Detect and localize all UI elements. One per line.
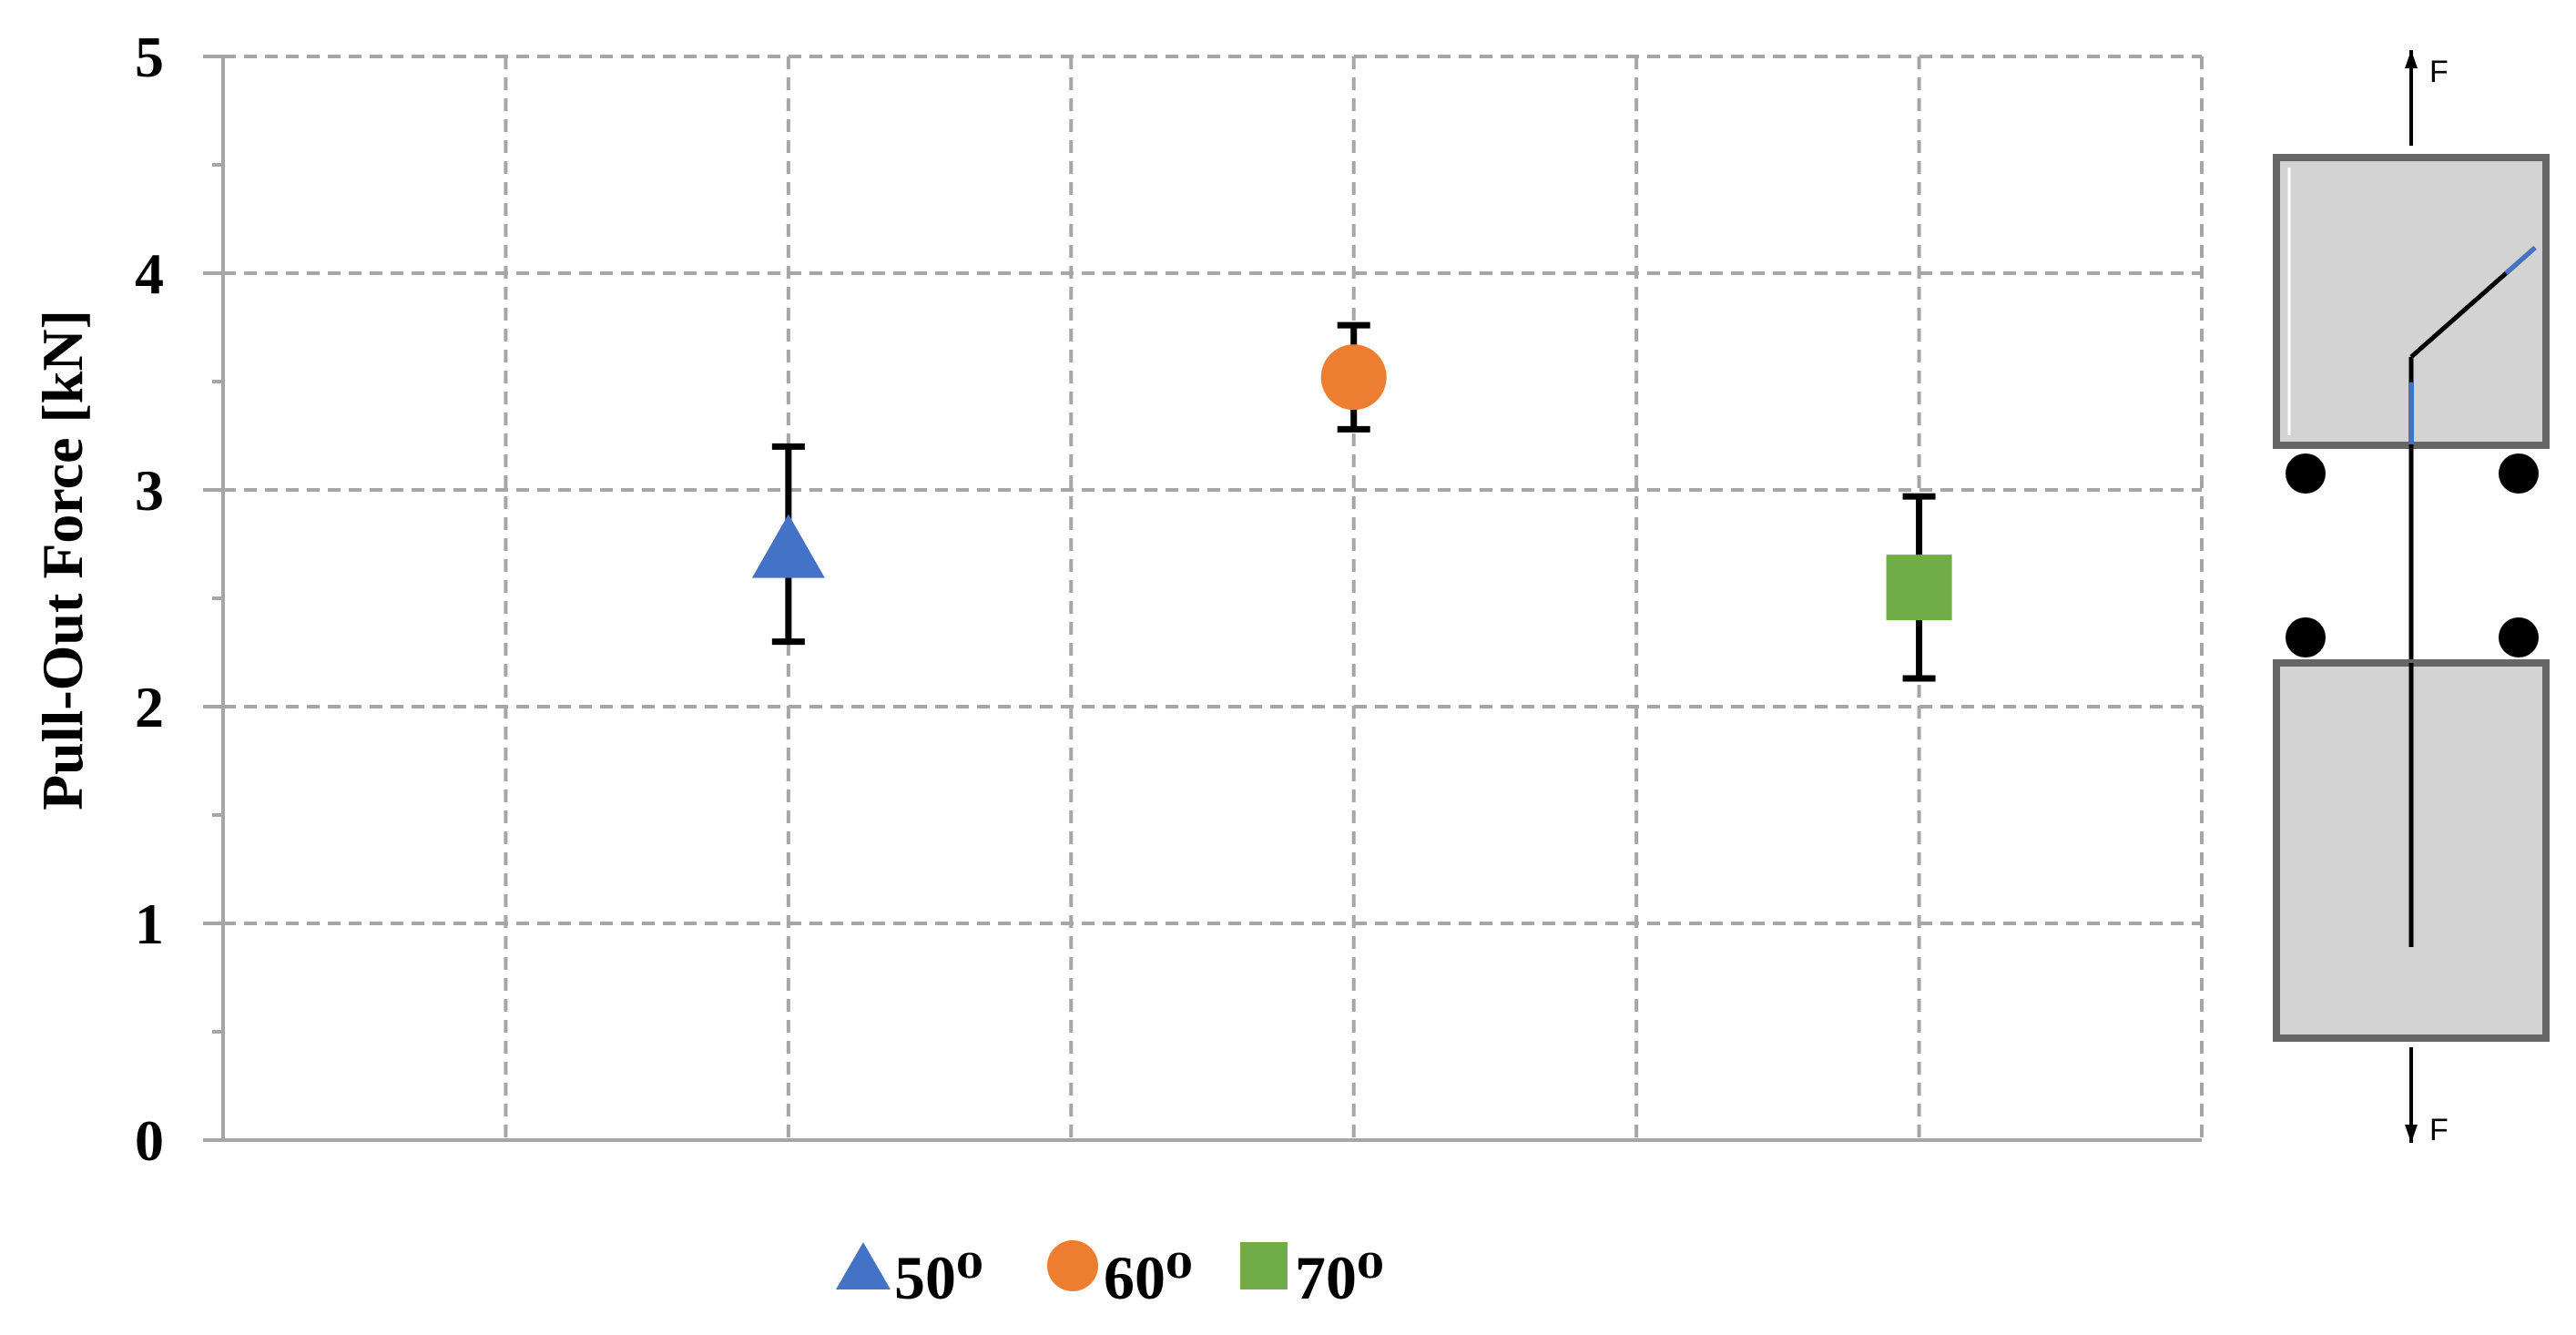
bottom-force-label: F [2429,1113,2449,1147]
top-arrow-head [2405,50,2418,68]
y-tick-label: 5 [135,25,164,89]
top-force-label: F [2429,55,2449,89]
legend-item-3: 70⁰ [1240,1242,1384,1312]
y-axis-title: Pull-Out Force [kN] [30,310,95,810]
y-tick-label: 4 [135,241,164,306]
legend-circle-icon [1047,1240,1098,1291]
legend-square-icon [1240,1242,1288,1289]
axes [203,55,2202,1142]
y-tick-label: 2 [135,675,164,739]
square-marker [1886,555,1952,621]
legend-item-1: 50⁰ [836,1242,983,1312]
legend-label: 50⁰ [894,1243,983,1312]
legend-item-2: 60⁰ [1047,1240,1193,1312]
bottom-arrow-head [2405,1125,2418,1143]
legend-label: 70⁰ [1295,1243,1384,1312]
data-points [751,321,1952,682]
legend-triangle-icon [836,1242,891,1289]
data-point-1 [751,443,825,646]
y-tick-label: 1 [135,892,164,956]
support-roller [2499,617,2539,657]
y-tick-label: 3 [135,458,164,523]
legend: 50⁰ 60⁰ 70⁰ [836,1240,1384,1312]
triangle-marker [751,514,825,578]
support-roller [2286,453,2326,494]
y-tick-label: 0 [135,1108,164,1173]
support-roller [2499,453,2539,494]
circle-marker [1320,344,1387,411]
y-tick-labels: 0 1 2 3 4 5 [135,25,164,1173]
legend-label: 60⁰ [1104,1243,1193,1312]
grid-lines [223,55,2204,1140]
test-setup-diagram: F F [2273,50,2550,1147]
data-point-3 [1886,493,1952,682]
support-roller [2286,617,2326,657]
data-point-2 [1320,321,1387,433]
